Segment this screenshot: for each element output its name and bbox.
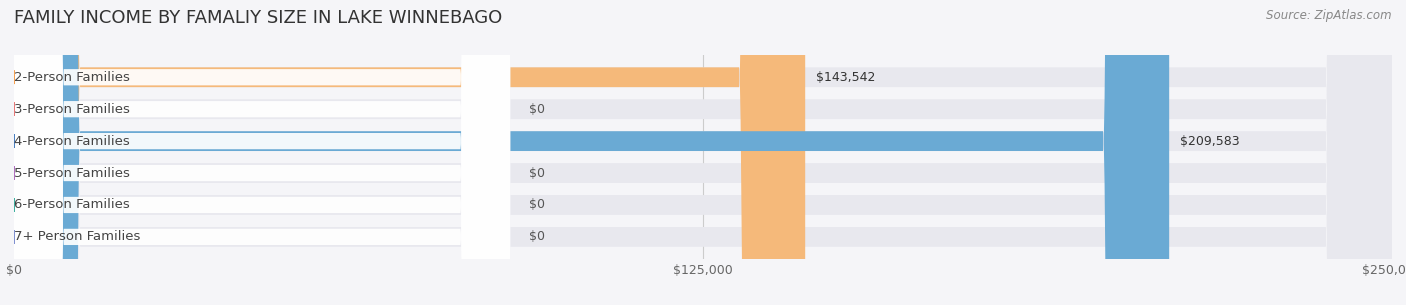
Text: 4-Person Families: 4-Person Families	[14, 135, 129, 148]
Text: Source: ZipAtlas.com: Source: ZipAtlas.com	[1267, 9, 1392, 22]
FancyBboxPatch shape	[14, 0, 510, 305]
Text: $0: $0	[530, 167, 546, 180]
FancyBboxPatch shape	[14, 0, 1392, 305]
FancyBboxPatch shape	[14, 0, 1392, 305]
FancyBboxPatch shape	[14, 0, 510, 305]
FancyBboxPatch shape	[14, 0, 510, 305]
Text: 7+ Person Families: 7+ Person Families	[14, 230, 141, 243]
Text: $209,583: $209,583	[1180, 135, 1240, 148]
Text: 5-Person Families: 5-Person Families	[14, 167, 129, 180]
FancyBboxPatch shape	[14, 0, 1392, 305]
FancyBboxPatch shape	[14, 0, 1392, 305]
Text: FAMILY INCOME BY FAMALIY SIZE IN LAKE WINNEBAGO: FAMILY INCOME BY FAMALIY SIZE IN LAKE WI…	[14, 9, 502, 27]
FancyBboxPatch shape	[14, 0, 510, 305]
FancyBboxPatch shape	[14, 0, 806, 305]
Text: 3-Person Families: 3-Person Families	[14, 103, 129, 116]
Text: 2-Person Families: 2-Person Families	[14, 71, 129, 84]
Text: $0: $0	[530, 103, 546, 116]
FancyBboxPatch shape	[14, 0, 1392, 305]
Text: 6-Person Families: 6-Person Families	[14, 199, 129, 211]
FancyBboxPatch shape	[14, 0, 1392, 305]
FancyBboxPatch shape	[14, 0, 510, 305]
Text: $0: $0	[530, 199, 546, 211]
FancyBboxPatch shape	[14, 0, 510, 305]
Text: $143,542: $143,542	[817, 71, 876, 84]
FancyBboxPatch shape	[14, 0, 1170, 305]
Text: $0: $0	[530, 230, 546, 243]
